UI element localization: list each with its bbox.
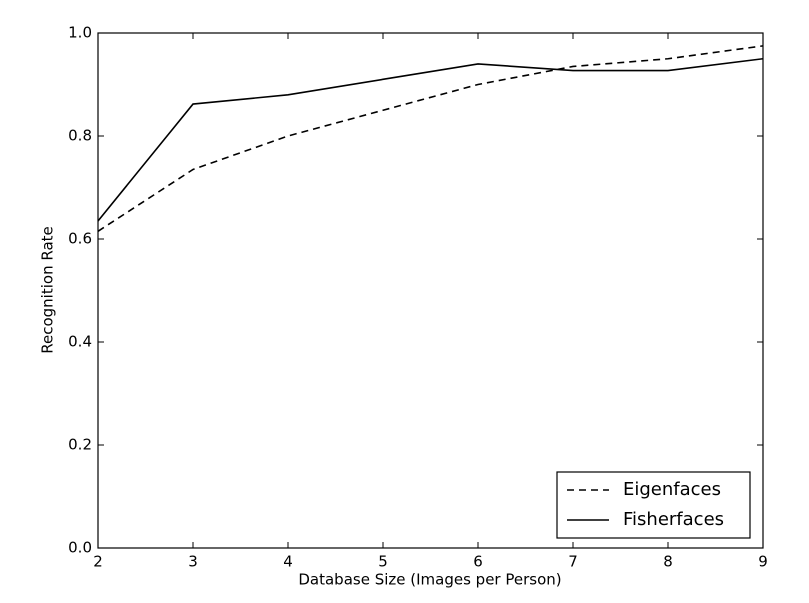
x-tick-label: 3 bbox=[188, 553, 198, 571]
y-tick-label: 0.0 bbox=[68, 539, 92, 557]
series-line bbox=[97, 57, 764, 222]
legend-box bbox=[556, 471, 751, 539]
x-tick-label: 9 bbox=[758, 553, 768, 571]
y-axis-label: Recognition Rate bbox=[39, 226, 57, 354]
y-tick-label: 1.0 bbox=[68, 24, 92, 42]
x-axis-label: Database Size (Images per Person) bbox=[298, 571, 561, 589]
x-tick-label: 8 bbox=[663, 553, 673, 571]
x-tick-label: 5 bbox=[378, 553, 388, 571]
y-tick-label: 0.6 bbox=[68, 230, 92, 248]
plot-frame bbox=[97, 32, 764, 549]
y-tick-label: 0.4 bbox=[68, 333, 92, 351]
x-tick-label: 4 bbox=[283, 553, 293, 571]
series-line bbox=[97, 45, 764, 232]
y-tick-label: 0.8 bbox=[68, 127, 92, 145]
legend-label: Fisherfaces bbox=[623, 509, 724, 530]
x-tick-label: 7 bbox=[568, 553, 578, 571]
legend-label: Eigenfaces bbox=[623, 479, 721, 500]
x-tick-label: 2 bbox=[93, 553, 103, 571]
y-tick-label: 0.2 bbox=[68, 436, 92, 454]
x-tick-label: 6 bbox=[473, 553, 483, 571]
